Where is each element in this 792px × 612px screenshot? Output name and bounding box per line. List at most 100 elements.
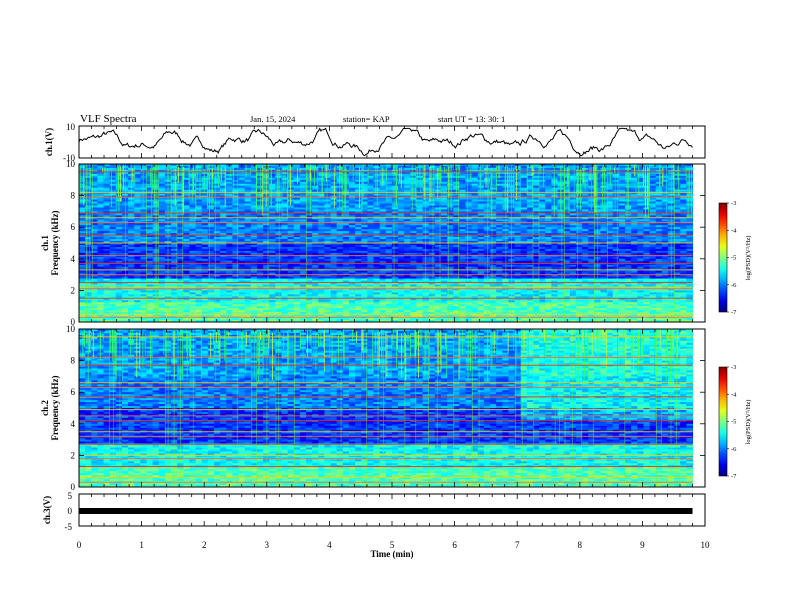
spectrogram-cell [103, 189, 111, 193]
spectrogram-cell [189, 229, 197, 232]
spectrogram-cell [520, 209, 528, 212]
spectrogram-cell [238, 248, 246, 252]
spectrogram-cell [367, 237, 375, 240]
spectrogram-cell [109, 189, 117, 193]
spectrogram-cell [256, 181, 264, 185]
spectrogram-cell [250, 171, 258, 175]
spectrogram-cell [643, 246, 651, 250]
spectrogram-cell [416, 227, 424, 230]
spectrogram-cell [612, 197, 620, 200]
spectrogram-cell [201, 201, 209, 204]
spectrogram-cell [207, 177, 215, 181]
spectrogram-cell [655, 235, 663, 238]
spectrogram-cell [496, 183, 503, 187]
spectrogram-cell [459, 244, 467, 248]
spectrogram-cell [152, 171, 160, 175]
spectrogram-cell [263, 227, 270, 230]
spectrogram-cell [195, 252, 203, 256]
spectrogram-cell [330, 225, 338, 228]
spectrogram-cell [213, 237, 221, 240]
spectrogram-cell [140, 165, 148, 169]
spectrogram-cell [545, 217, 552, 220]
spectrogram-cell [158, 205, 166, 208]
spectrogram-cell [428, 243, 436, 246]
spectrogram-cell [379, 217, 387, 220]
spectrogram-cell [631, 213, 638, 216]
spectrogram-cell [256, 213, 264, 216]
spectrogram-cell [422, 252, 430, 256]
spectrogram-cell [471, 248, 479, 252]
spectrogram-cell [177, 201, 184, 204]
spectrogram-cell [631, 227, 638, 230]
spectrogram-cell [465, 171, 473, 175]
spectrogram-cell [526, 217, 534, 220]
spectrogram-cell [324, 201, 332, 204]
spectrogram-cell [355, 233, 362, 236]
spectrogram-cell [569, 233, 577, 236]
spectrogram-cell [410, 246, 418, 250]
spectrogram-cell [220, 252, 227, 256]
spectrogram-cell [465, 199, 473, 202]
spectrogram-cell [103, 209, 111, 212]
spectrogram-cell [275, 209, 283, 212]
spectrogram-cell [582, 225, 589, 228]
spectrogram-cell [226, 185, 233, 189]
spectrogram-cell [336, 227, 344, 230]
spectrogram-cell [490, 231, 497, 234]
spectrogram-cell [526, 175, 534, 179]
spectrogram-cell [275, 215, 283, 218]
spectrogram-cell [539, 229, 546, 232]
spectrogram-cell [361, 201, 368, 204]
spectrogram-cell [649, 169, 657, 173]
spectrogram-cell [201, 233, 209, 236]
spectrogram-cell [109, 252, 117, 256]
spectrogram-cell [612, 219, 620, 222]
spectrogram-cell [680, 179, 687, 183]
spectrogram-cell [115, 229, 123, 232]
spectrogram-cell [582, 177, 589, 181]
spectrogram-cell [140, 187, 148, 191]
spectrogram-cell [312, 217, 319, 220]
spectrogram-cell [367, 219, 375, 222]
spectrogram-cell [447, 177, 454, 181]
spectrogram-cell [398, 235, 405, 238]
spectrogram-cell [526, 201, 534, 204]
spectrogram-cell [514, 209, 522, 212]
spectrogram-cell [680, 171, 687, 175]
spectrogram-cell [643, 165, 651, 169]
spectrogram-cell [453, 225, 460, 228]
spectrogram-cell [238, 207, 246, 210]
spectrogram-cell [97, 173, 105, 177]
spectrogram-cell [434, 246, 442, 250]
spectrogram-cell [103, 183, 111, 187]
spectrogram-cell [299, 193, 307, 197]
spectrogram-cell [152, 203, 160, 206]
spectrogram-cell [134, 167, 141, 171]
spectrogram-cell [575, 171, 583, 175]
spectrogram-cell [330, 217, 338, 220]
spectrogram-cell [281, 164, 289, 167]
spectrogram-cell [361, 225, 368, 228]
spectrogram-cell [85, 250, 92, 254]
spectrogram-cell [134, 239, 141, 242]
spectrogram-cell [459, 246, 467, 250]
spectrogram-cell [618, 241, 626, 244]
spectrogram-cell [471, 179, 479, 183]
spectrogram-cell [453, 252, 460, 256]
spectrogram-cell [85, 231, 92, 234]
spectrogram-cell [434, 189, 442, 193]
spectrogram-cell [422, 189, 430, 193]
spectrogram-cell [643, 231, 651, 234]
spectrogram-cell [557, 227, 565, 230]
spectrogram-cell [539, 183, 546, 187]
spectrogram-cell [514, 231, 522, 234]
spectrogram-cell [109, 250, 117, 254]
spectrogram-cell [85, 225, 92, 228]
spectrogram-cell [305, 219, 313, 222]
spectrogram-cell [428, 164, 436, 167]
spectrogram-cell [612, 231, 620, 234]
spectrogram-cell [287, 229, 295, 232]
spectrogram-cell [404, 169, 411, 173]
spectrogram-cell [428, 179, 436, 183]
spectrogram-cell [109, 248, 117, 252]
